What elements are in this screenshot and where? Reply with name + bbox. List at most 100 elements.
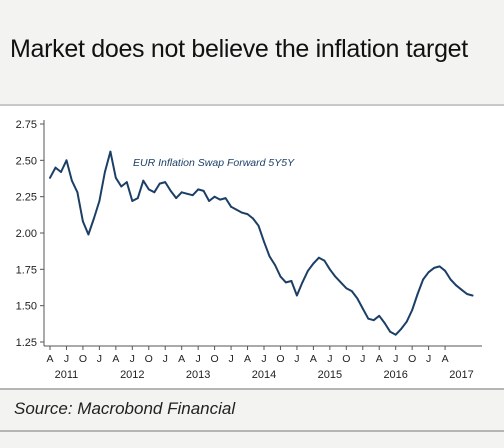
data-point	[224, 197, 227, 200]
data-point	[103, 171, 106, 173]
x-tick-label: J	[228, 353, 233, 365]
x-year-label: 2011	[55, 369, 79, 381]
x-tick-label: J	[261, 353, 266, 365]
data-point	[389, 330, 392, 333]
x-tick-label: J	[196, 353, 201, 365]
y-tick-label: 1.75	[16, 264, 37, 276]
data-point	[131, 200, 134, 202]
x-year-label: 2013	[186, 369, 210, 381]
plot-area: 2.75 2.50 2.25 2.00 1.75 1.50 1.25 A J O J A J O J A J O J…	[0, 106, 504, 388]
source-note: Source: Macrobond Financial	[14, 399, 236, 418]
y-tick-label: 2.25	[16, 192, 37, 204]
data-point	[328, 268, 331, 271]
data-point	[334, 275, 337, 278]
data-point	[87, 233, 90, 236]
x-tick-label: A	[310, 353, 317, 365]
data-point	[153, 191, 156, 194]
data-point	[394, 333, 397, 336]
data-point	[202, 189, 205, 192]
x-tick-label: O	[79, 353, 87, 365]
data-point	[125, 181, 128, 184]
x-tick-label: O	[145, 353, 153, 365]
data-point	[142, 179, 145, 182]
data-point	[460, 288, 463, 291]
x-tick-label: J	[294, 353, 299, 365]
data-point	[175, 197, 178, 200]
y-tick-label: 2.75	[16, 119, 37, 131]
data-point	[54, 166, 57, 169]
data-point	[136, 197, 139, 200]
data-point	[120, 185, 123, 188]
data-point	[147, 188, 150, 191]
data-point	[285, 281, 287, 284]
data-point	[169, 189, 172, 192]
data-point	[191, 194, 194, 197]
x-tick-label: J	[426, 353, 431, 365]
x-tick-label: A	[442, 353, 449, 365]
data-point	[444, 269, 446, 272]
data-point	[367, 317, 370, 320]
data-point	[301, 281, 304, 284]
data-point	[230, 205, 232, 208]
data-point	[92, 217, 95, 220]
chart-title: Market does not believe the inflation ta…	[10, 35, 468, 63]
data-point	[208, 200, 211, 202]
data-point	[186, 192, 189, 195]
data-point	[317, 256, 320, 259]
data-point	[213, 195, 216, 198]
x-tick-label: J	[360, 353, 365, 365]
source-divider	[0, 388, 504, 390]
data-point	[372, 319, 375, 322]
data-point	[312, 262, 315, 265]
x-tick-label: J	[163, 353, 168, 365]
data-point	[466, 293, 468, 295]
data-point	[197, 188, 200, 191]
x-tick-label: A	[178, 353, 185, 365]
data-point	[219, 198, 222, 201]
x-tick-label: A	[376, 353, 383, 365]
y-tick-label: 2.50	[16, 155, 37, 167]
data-point	[60, 171, 62, 173]
data-point	[361, 307, 364, 310]
series-line	[49, 150, 474, 336]
data-point	[405, 320, 408, 323]
data-point	[350, 290, 353, 293]
x-year-label: 2016	[383, 369, 407, 381]
line-chart: 2.752.502.252.001.751.501.25A J O J A J O J A J O J…	[16, 119, 482, 381]
x-tick-label: A	[244, 353, 251, 365]
data-point	[290, 280, 293, 282]
x-tick-label: J	[64, 353, 69, 365]
data-point	[411, 309, 414, 311]
data-point	[296, 294, 298, 297]
data-point	[433, 266, 436, 269]
data-point	[158, 182, 161, 185]
data-point	[274, 264, 276, 266]
x-tick-label: O	[276, 353, 284, 365]
y-tick-label: 1.50	[16, 301, 37, 313]
data-point	[71, 179, 73, 182]
data-point	[241, 211, 243, 214]
data-point	[427, 271, 430, 274]
title-divider	[0, 104, 504, 106]
data-point	[65, 159, 68, 162]
x-tick-label: O	[408, 353, 416, 365]
data-point	[109, 150, 112, 153]
data-point	[323, 259, 326, 262]
data-point	[378, 314, 381, 317]
y-tick-label: 2.00	[16, 228, 37, 240]
x-tick-label: J	[130, 353, 135, 365]
bottom-divider	[0, 430, 504, 432]
x-tick-label: J	[393, 353, 398, 365]
data-point	[257, 224, 260, 227]
x-year-label: 2012	[120, 369, 144, 381]
data-point	[279, 275, 282, 278]
data-point	[416, 293, 419, 295]
data-point	[235, 208, 238, 211]
data-point	[252, 217, 254, 220]
x-tick-label: J	[97, 353, 102, 365]
data-point	[180, 191, 183, 194]
data-point	[76, 191, 79, 194]
data-point	[268, 255, 271, 258]
x-year-label: 2014	[252, 369, 276, 381]
